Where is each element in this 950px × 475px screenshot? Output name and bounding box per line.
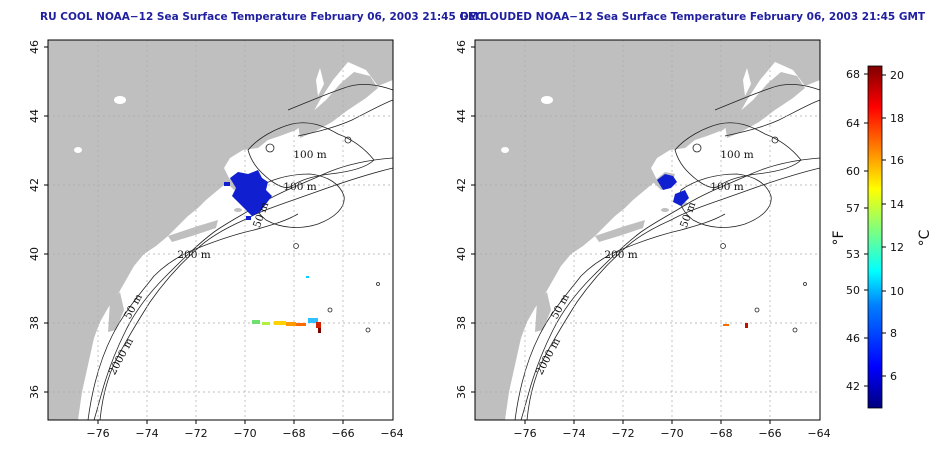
y-tick-label: 42 bbox=[455, 178, 468, 192]
x-tick-label: −70 bbox=[233, 427, 256, 440]
contour-label: 100 m bbox=[720, 149, 753, 161]
colorbar-c-tick: 8 bbox=[890, 327, 897, 340]
colorbar-f-tick: 60 bbox=[846, 165, 860, 178]
colorbar-c-tick: 6 bbox=[890, 370, 897, 383]
y-tick-label: 38 bbox=[28, 316, 41, 330]
y-tick-label: 36 bbox=[455, 385, 468, 399]
y-tick-label: 44 bbox=[455, 109, 468, 123]
map-panel-raw: 100 m 100 m 50 m 200 m 50 m 2000 m −76 −… bbox=[28, 39, 404, 440]
colorbar-c-tick: 12 bbox=[890, 241, 904, 254]
temperature-colorbar: 68 64 60 57 53 50 46 42 20 18 16 14 12 1… bbox=[831, 65, 933, 409]
colorbar-f-tick: 68 bbox=[846, 68, 860, 81]
colorbar-f-tick: 46 bbox=[846, 332, 860, 345]
x-tick-label: −72 bbox=[184, 427, 207, 440]
sst-warm-patch bbox=[723, 323, 748, 328]
colorbar-f-tick: 42 bbox=[846, 380, 860, 393]
x-tick-label: −74 bbox=[135, 427, 158, 440]
colorbar-c-tick: 10 bbox=[890, 285, 904, 298]
x-tick-label: −72 bbox=[611, 427, 634, 440]
panel-title-ru-cool: RU COOL NOAA−12 Sea Surface Temperature … bbox=[40, 11, 486, 23]
y-tick-label: 42 bbox=[28, 178, 41, 192]
x-tick-label: −66 bbox=[758, 427, 781, 440]
colorbar-f-tick: 53 bbox=[846, 248, 860, 261]
x-tick-label: −68 bbox=[709, 427, 732, 440]
sst-warm-patch bbox=[252, 276, 321, 333]
colorbar-c-tick: 20 bbox=[890, 69, 904, 82]
map-panel-declouded: 100 m 100 m 50 m 200 m 50 m 2000 m −76 −… bbox=[455, 39, 831, 440]
x-tick-label: −68 bbox=[282, 427, 305, 440]
x-tick-label: −64 bbox=[380, 427, 403, 440]
colorbar-unit-celsius: °C bbox=[917, 229, 933, 246]
contour-label: 100 m bbox=[293, 149, 326, 161]
colorbar-f-tick: 57 bbox=[846, 202, 860, 215]
y-tick-label: 44 bbox=[28, 109, 41, 123]
sst-cold-patch bbox=[224, 170, 272, 220]
sst-cold-patch bbox=[657, 174, 689, 206]
colorbar-unit-fahrenheit: °F bbox=[831, 230, 847, 245]
contour-label: 100 m bbox=[710, 181, 743, 193]
x-tick-label: −70 bbox=[660, 427, 683, 440]
colorbar-c-tick: 16 bbox=[890, 154, 904, 167]
x-tick-label: −76 bbox=[86, 427, 109, 440]
contour-label: 100 m bbox=[283, 181, 316, 193]
colorbar-c-tick: 18 bbox=[890, 112, 904, 125]
colorbar-f-tick: 64 bbox=[846, 117, 860, 130]
panel-title-declouded: DECLOUDED NOAA−12 Sea Surface Temperatur… bbox=[460, 11, 926, 23]
contour-label: 200 m bbox=[177, 249, 210, 261]
colorbar-c-tick: 14 bbox=[890, 198, 904, 211]
colorbar-f-tick: 50 bbox=[846, 284, 860, 297]
y-tick-label: 40 bbox=[28, 247, 41, 261]
y-tick-label: 46 bbox=[28, 40, 41, 54]
x-tick-label: −74 bbox=[562, 427, 585, 440]
y-tick-label: 36 bbox=[28, 385, 41, 399]
x-tick-label: −64 bbox=[807, 427, 830, 440]
x-tick-label: −76 bbox=[513, 427, 536, 440]
y-tick-label: 38 bbox=[455, 316, 468, 330]
y-tick-label: 40 bbox=[455, 247, 468, 261]
x-tick-label: −66 bbox=[331, 427, 354, 440]
y-tick-label: 46 bbox=[455, 40, 468, 54]
contour-label: 200 m bbox=[604, 249, 637, 261]
